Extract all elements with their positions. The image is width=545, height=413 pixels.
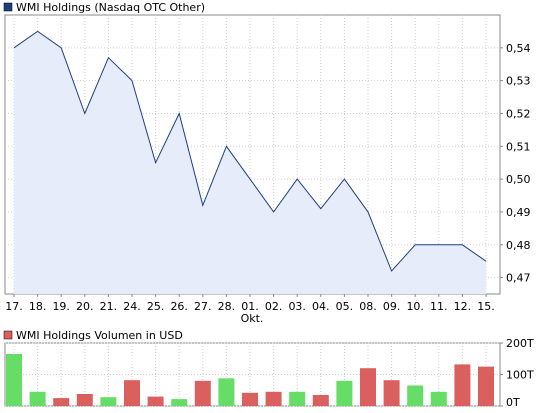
date-tick-label: 15. xyxy=(477,300,495,313)
volume-bar xyxy=(124,380,140,406)
date-tick-label: 02. xyxy=(265,300,283,313)
volume-bar xyxy=(194,380,211,406)
volume-bar xyxy=(383,380,400,406)
date-tick-label: 28. xyxy=(218,300,236,313)
volume-bar xyxy=(289,391,306,406)
price-ytick-label: 0,54 xyxy=(506,42,531,55)
volume-bar xyxy=(147,396,164,406)
price-legend-swatch xyxy=(3,2,13,12)
date-tick-label: 20. xyxy=(76,300,94,313)
price-legend-label: WMI Holdings (Nasdaq OTC Other) xyxy=(16,1,205,14)
date-tick-label: 25. xyxy=(147,300,165,313)
volume-legend-swatch xyxy=(3,330,13,340)
volume-bar xyxy=(265,391,282,406)
volume-bar xyxy=(29,391,46,406)
price-y-axis: 0,47 0,48 0,49 0,50 0,51 0,52 0,53 0,54 xyxy=(500,42,531,285)
date-tick-label: 18. xyxy=(29,300,47,313)
volume-bar xyxy=(100,397,117,406)
price-ytick-label: 0,51 xyxy=(506,140,531,153)
price-area-fill xyxy=(14,31,486,295)
date-tick-label: 19. xyxy=(52,300,70,313)
volume-bar xyxy=(218,378,235,406)
date-tick-label: 08. xyxy=(359,300,377,313)
price-line xyxy=(13,30,487,272)
volume-legend-label: WMI Holdings Volumen in USD xyxy=(16,329,183,342)
volume-y-axis: 0T 100T 200T xyxy=(500,337,534,409)
volume-bar xyxy=(76,394,93,406)
volume-bar xyxy=(430,391,447,406)
date-tick-label: 03. xyxy=(288,300,306,313)
volume-bar xyxy=(407,385,424,406)
month-label: Okt. xyxy=(241,312,264,325)
volume-ytick-label: 100T xyxy=(506,369,534,382)
price-ytick-label: 0,49 xyxy=(506,206,531,219)
volume-bar xyxy=(454,364,471,406)
date-tick-label: 26. xyxy=(170,300,188,313)
volume-ytick-label: 200T xyxy=(506,337,534,350)
date-tick-label: 24. xyxy=(123,300,141,313)
price-ytick-label: 0,53 xyxy=(506,75,531,88)
date-tick-label: 05. xyxy=(336,300,354,313)
price-ytick-label: 0,48 xyxy=(506,239,531,252)
date-x-axis: 17. 18. 19. 20. 21. 24. 25. 26. 27. 28. 01. 02. 03. 0… xyxy=(5,294,495,313)
date-tick-label: 27. xyxy=(194,300,212,313)
price-ytick-label: 0,52 xyxy=(506,107,531,120)
date-tick-label: 09. xyxy=(383,300,401,313)
price-ytick-label: 0,47 xyxy=(506,272,531,285)
date-tick-label: 10. xyxy=(406,300,424,313)
volume-bar xyxy=(360,368,376,406)
date-tick-label: 11. xyxy=(430,300,448,313)
volume-ytick-label: 0T xyxy=(506,396,520,409)
date-tick-label: 12. xyxy=(454,300,472,313)
volume-bar xyxy=(478,366,494,406)
volume-bar xyxy=(336,380,353,406)
volume-bar xyxy=(242,392,258,406)
date-tick-label: 01. xyxy=(241,300,259,313)
volume-bar xyxy=(312,395,329,406)
date-tick-label: 21. xyxy=(100,300,118,313)
price-ytick-label: 0,50 xyxy=(506,173,531,186)
volume-bars xyxy=(6,354,494,406)
volume-bar xyxy=(6,354,22,406)
volume-bar xyxy=(53,398,70,406)
date-tick-label: 17. xyxy=(5,300,23,313)
volume-bar xyxy=(171,399,188,406)
date-tick-label: 04. xyxy=(312,300,330,313)
